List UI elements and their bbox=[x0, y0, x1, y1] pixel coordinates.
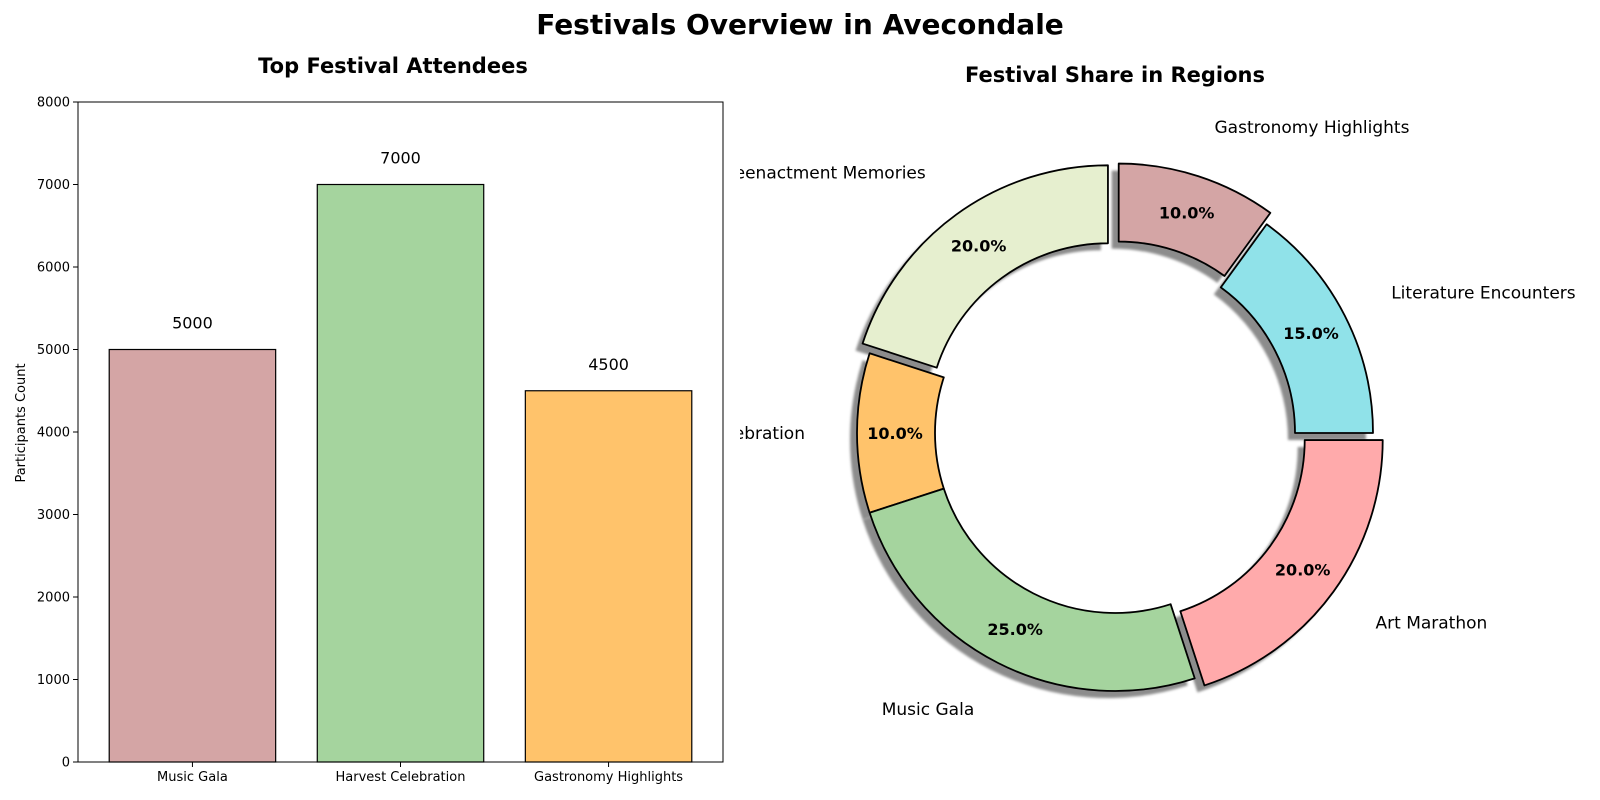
donut-slice bbox=[1179, 439, 1384, 687]
y-tick-label: 4000 bbox=[37, 426, 70, 441]
slice-percent-label: 10.0% bbox=[867, 424, 923, 443]
slice-percent-label: 10.0% bbox=[1159, 203, 1215, 222]
bar-value-label: 7000 bbox=[380, 149, 421, 168]
slice-category-label: Reenactment Memories bbox=[740, 163, 926, 183]
y-tick-label: 5000 bbox=[37, 343, 70, 358]
slice-category-label: Harvest Celebration bbox=[740, 424, 805, 444]
donut-slice bbox=[868, 487, 1196, 692]
figure-title: Festivals Overview in Avecondale bbox=[536, 8, 1064, 41]
x-tick-label: Harvest Celebration bbox=[336, 770, 466, 785]
donut-slice bbox=[1117, 162, 1272, 277]
bar bbox=[524, 390, 693, 763]
bar-chart: Top Festival Attendees Participants Coun… bbox=[14, 54, 724, 785]
slice-percent-label: 25.0% bbox=[987, 620, 1043, 639]
bar-chart-title: Top Festival Attendees bbox=[258, 54, 528, 78]
slice-category-label: Art Marathon bbox=[1376, 613, 1488, 633]
y-tick-label: 0 bbox=[62, 756, 70, 771]
y-tick-label: 7000 bbox=[37, 178, 70, 193]
y-tick-label: 8000 bbox=[37, 96, 70, 111]
donut-chart-title: Festival Share in Regions bbox=[965, 63, 1265, 87]
bar bbox=[316, 183, 485, 763]
slice-category-label: Gastronomy Highlights bbox=[1215, 118, 1410, 138]
y-tick-label: 2000 bbox=[37, 591, 70, 606]
bar bbox=[108, 348, 277, 763]
slice-percent-label: 15.0% bbox=[1283, 324, 1339, 343]
slice-category-label: Music Gala bbox=[882, 700, 975, 720]
slice-percent-label: 20.0% bbox=[951, 236, 1007, 255]
bar-value-label: 4500 bbox=[588, 355, 629, 374]
x-tick-label: Music Gala bbox=[157, 770, 228, 785]
slice-percent-label: 20.0% bbox=[1275, 560, 1331, 579]
y-tick-label: 6000 bbox=[37, 261, 70, 276]
slice-category-label: Literature Encounters bbox=[1391, 283, 1576, 303]
donut-slice bbox=[861, 164, 1109, 369]
bar-chart-ylabel: Participants Count bbox=[14, 363, 29, 482]
donut-chart: Festival Share in Regions 20.0% Reenactme… bbox=[740, 63, 1576, 720]
y-tick-label: 3000 bbox=[37, 508, 70, 523]
x-tick-label: Gastronomy Highlights bbox=[534, 770, 683, 785]
bar-plot-frame bbox=[77, 101, 724, 763]
y-tick-label: 1000 bbox=[37, 673, 70, 688]
donut-slice bbox=[1219, 223, 1374, 434]
bar-value-label: 5000 bbox=[172, 314, 213, 333]
